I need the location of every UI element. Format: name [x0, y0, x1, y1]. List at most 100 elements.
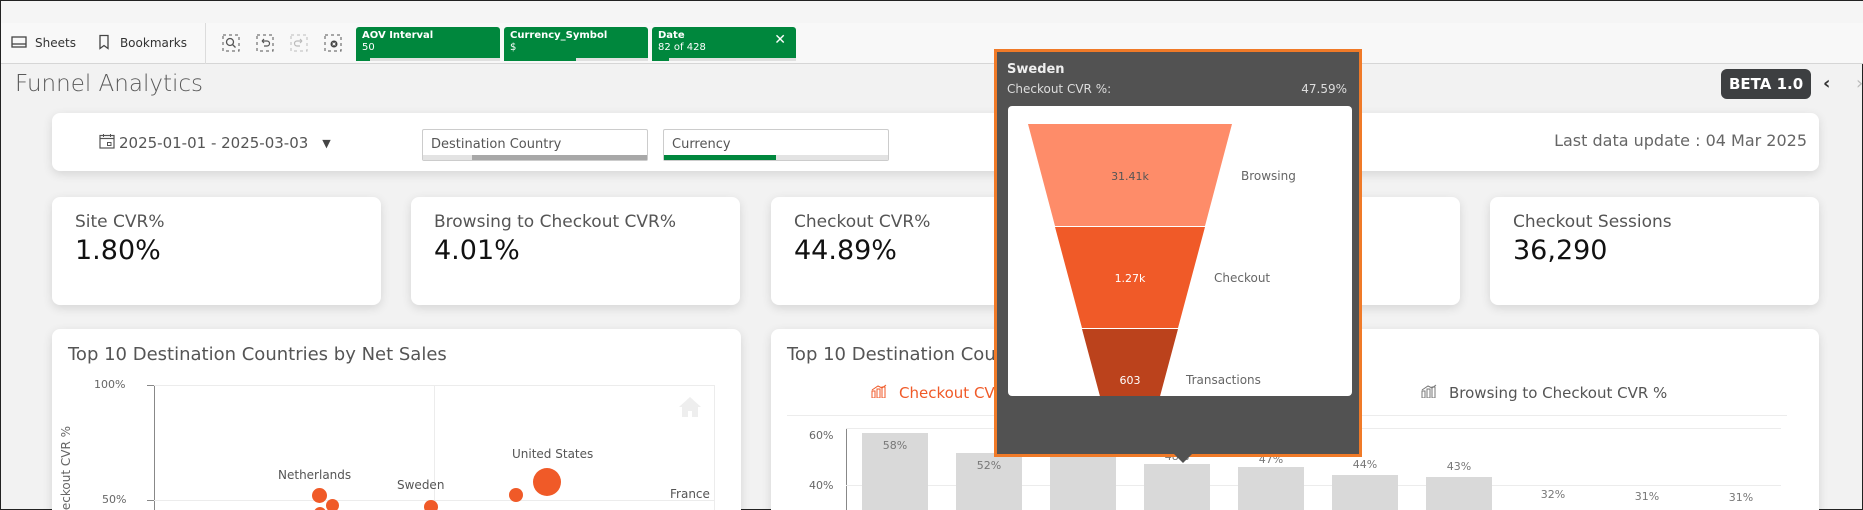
point-label: United States — [512, 447, 594, 461]
currency-dropdown[interactable]: Currency — [663, 129, 889, 161]
dropdown-label: Destination Country — [431, 137, 562, 152]
bar[interactable] — [862, 433, 928, 510]
toolbar: Sheets Bookmarks AOV Interval 50 Currenc… — [1, 22, 1863, 64]
kpi-value: 36,290 — [1513, 235, 1608, 266]
bookmark-icon — [96, 34, 112, 53]
tick-mark — [147, 500, 154, 501]
chip-field: AOV Interval — [362, 30, 434, 41]
scatter-point-netherlands[interactable] — [312, 488, 327, 503]
funnel-tooltip: Sweden Checkout CVR %: 47.59% 31.41k 1.2… — [994, 49, 1362, 463]
kpi-value: 44.89% — [794, 235, 897, 266]
funnel-chart: 31.41k 1.27k 603 Browsing Checkout Trans… — [1008, 106, 1352, 430]
bar[interactable] — [1050, 457, 1116, 510]
bar[interactable] — [956, 453, 1022, 510]
selection-chip-aov-interval[interactable]: AOV Interval 50 — [356, 27, 500, 61]
date-range-value: 2025-01-01 - 2025-03-03 — [119, 134, 309, 152]
scatter-point[interactable] — [314, 507, 326, 510]
legend-label: Checkout CVR % — [899, 384, 1025, 402]
sheets-icon — [11, 34, 27, 53]
calendar-icon — [99, 133, 115, 153]
destination-country-dropdown[interactable]: Destination Country — [422, 129, 648, 161]
chip-progress — [356, 58, 500, 61]
legend-browsing-to-checkout-cvr[interactable]: Browsing to Checkout CVR % — [1421, 384, 1667, 402]
kpi-title: Checkout Sessions — [1513, 212, 1672, 232]
tooltip-pointer — [1174, 454, 1192, 463]
scatter-panel: Top 10 Destination Countries by Net Sale… — [52, 329, 741, 510]
bar[interactable] — [1426, 477, 1492, 510]
funnel-stage-browsing — [1028, 124, 1232, 226]
bookmarks-label: Bookmarks — [119, 36, 187, 50]
tick-mark — [147, 385, 154, 386]
chip-value: 50 — [362, 42, 375, 53]
step-forward-icon[interactable] — [282, 23, 316, 64]
clear-selections-icon[interactable] — [316, 23, 350, 64]
last-update-value: 04 Mar 2025 — [1705, 131, 1807, 150]
home-icon[interactable] — [678, 395, 702, 423]
gridline-vertical — [714, 385, 715, 510]
dropdown-label: Currency — [672, 137, 731, 152]
y-tick: 40% — [809, 479, 834, 492]
tooltip-metric-label: Checkout CVR %: — [1007, 82, 1112, 96]
bar-label: 52% — [976, 459, 1002, 472]
last-update-label: Last data update : — [1554, 131, 1701, 150]
y-tick: 100% — [94, 378, 126, 391]
bar[interactable] — [1238, 467, 1304, 510]
point-label: France — [670, 487, 710, 501]
point-label: Netherlands — [278, 468, 352, 482]
chip-value: 82 of 428 — [658, 42, 706, 53]
chart-icon — [871, 384, 887, 402]
smart-search-icon[interactable] — [214, 23, 248, 64]
funnel-svg: 31.41k 1.27k 603 Browsing Checkout Trans… — [1028, 124, 1296, 430]
selection-chip-date[interactable]: Date 82 of 428 ✕ — [652, 27, 796, 61]
bar-sweden[interactable] — [1144, 464, 1210, 510]
close-icon[interactable]: ✕ — [774, 32, 786, 48]
top-strip — [1, 1, 1863, 23]
scatter-point-sweden[interactable] — [424, 500, 438, 510]
scatter-point[interactable] — [509, 488, 523, 502]
y-axis-line — [846, 428, 847, 510]
kpi-title: Site CVR% — [75, 212, 165, 232]
kpi-value: 4.01% — [434, 235, 520, 266]
svg-text:1.27k: 1.27k — [1115, 272, 1146, 285]
chip-progress — [504, 58, 648, 61]
last-data-update: Last data update : 04 Mar 2025 — [1554, 131, 1807, 150]
panel-title: Top 10 Destination Countries — [787, 344, 1048, 365]
selection-chip-currency-symbol[interactable]: Currency_Symbol $ — [504, 27, 648, 61]
svg-text:603: 603 — [1120, 374, 1141, 387]
legend-checkout-cvr[interactable]: Checkout CVR % — [871, 384, 1024, 402]
bookmarks-button[interactable]: Bookmarks — [86, 23, 197, 64]
previous-sheet-icon[interactable]: ‹ — [1823, 73, 1831, 94]
bar-label: 32% — [1540, 488, 1566, 501]
bar-label: 43% — [1446, 460, 1472, 473]
bar-label: 58% — [882, 439, 908, 452]
scatter-point[interactable] — [326, 499, 339, 510]
kpi-card-checkout-sessions: Checkout Sessions 36,290 — [1490, 197, 1819, 305]
toolbar-divider — [205, 22, 206, 64]
funnel-stage-checkout — [1055, 227, 1205, 328]
bar[interactable] — [1332, 475, 1398, 510]
bar-label: 31% — [1728, 491, 1754, 504]
filter-bar: 2025-01-01 - 2025-03-03 ▼ Destination Co… — [52, 113, 1819, 171]
dropdown-selection-bar — [423, 155, 647, 160]
next-sheet-icon[interactable]: › — [1856, 73, 1863, 94]
step-back-icon[interactable] — [248, 23, 282, 64]
date-range-picker[interactable]: 2025-01-01 - 2025-03-03 ▼ — [99, 133, 331, 153]
svg-text:31.41k: 31.41k — [1111, 170, 1149, 183]
tooltip-metric-value: 47.59% — [1301, 82, 1347, 96]
bar-label: 44% — [1352, 458, 1378, 471]
y-axis-label: Checkout CVR % — [59, 425, 74, 510]
scatter-point-united-states[interactable] — [533, 468, 561, 496]
gridline-vertical — [434, 385, 435, 510]
dropdown-selection-bar — [664, 155, 888, 160]
kpi-title: Checkout CVR% — [794, 212, 931, 232]
kpi-card-browsing-to-checkout-cvr: Browsing to Checkout CVR% 4.01% — [411, 197, 740, 305]
svg-text:Checkout: Checkout — [1214, 271, 1270, 285]
sheets-button[interactable]: Sheets — [1, 23, 86, 64]
bar-label: 31% — [1634, 490, 1660, 503]
sheets-label: Sheets — [35, 36, 76, 50]
chip-field: Date — [658, 30, 685, 41]
chip-field: Currency_Symbol — [510, 30, 608, 41]
kpi-title: Browsing to Checkout CVR% — [434, 212, 677, 232]
beta-badge: BETA 1.0 — [1721, 69, 1812, 99]
svg-text:Browsing: Browsing — [1241, 169, 1296, 183]
